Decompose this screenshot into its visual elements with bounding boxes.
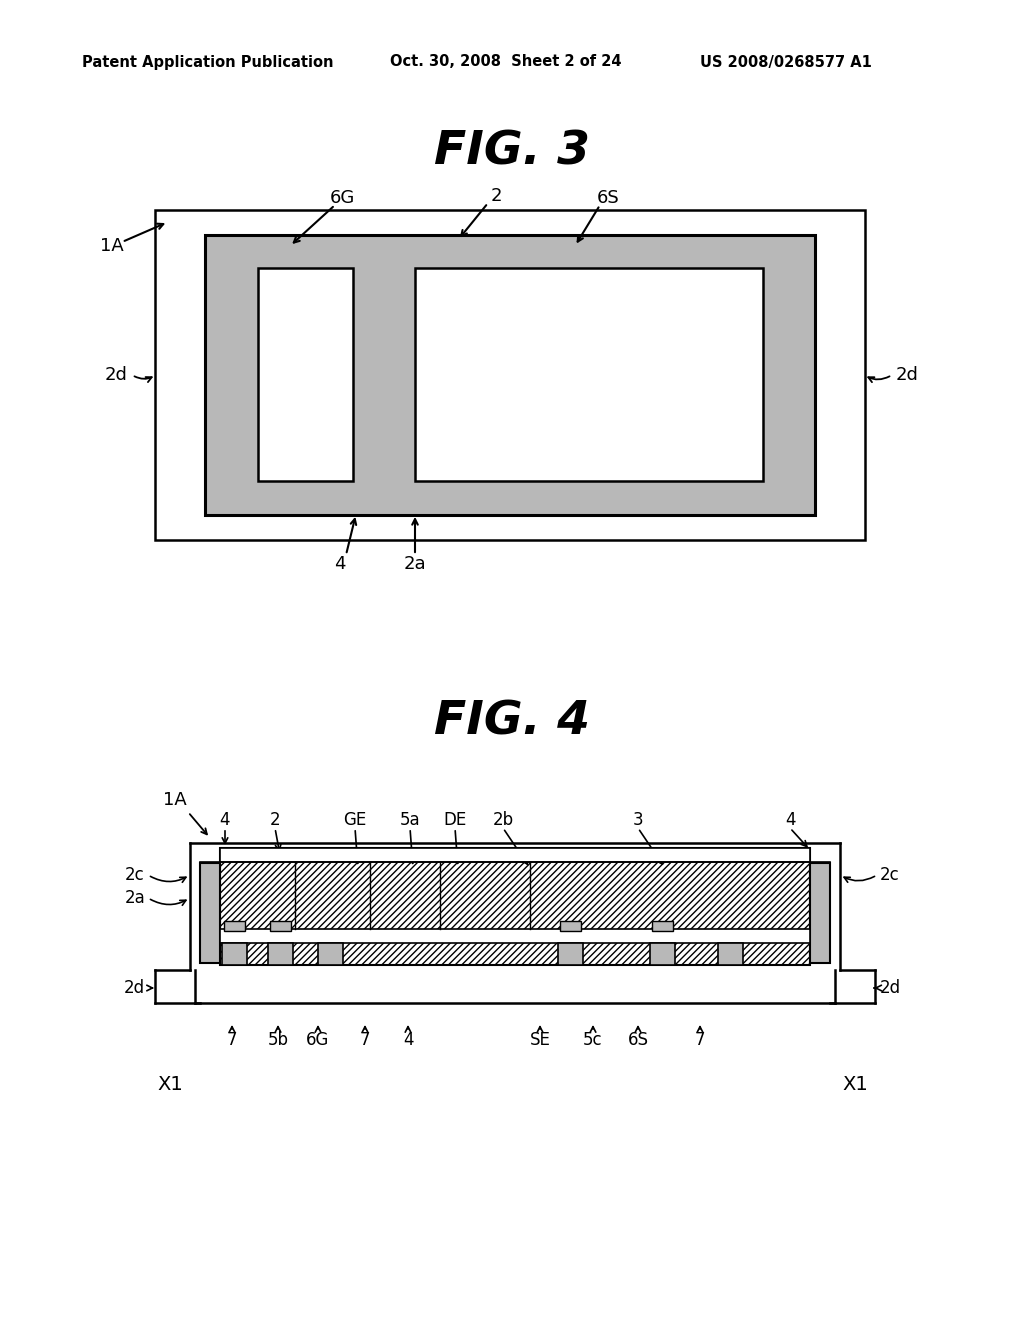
Text: 6G: 6G xyxy=(330,189,354,207)
Bar xyxy=(270,921,291,931)
Text: 6S: 6S xyxy=(628,1031,648,1049)
Text: 2b: 2b xyxy=(493,810,514,829)
Bar xyxy=(415,268,763,480)
Text: DE: DE xyxy=(443,810,467,829)
Bar xyxy=(268,942,293,965)
Text: 2a: 2a xyxy=(124,888,145,907)
Text: FIG. 4: FIG. 4 xyxy=(434,700,590,744)
Text: X1: X1 xyxy=(157,1076,183,1094)
Text: 2d: 2d xyxy=(105,366,128,384)
Bar xyxy=(222,942,247,965)
Text: 2: 2 xyxy=(269,810,281,829)
Text: 4: 4 xyxy=(784,810,796,829)
Bar xyxy=(220,929,810,942)
Text: 1A: 1A xyxy=(100,238,124,255)
Bar xyxy=(220,847,810,862)
Text: 4: 4 xyxy=(220,810,230,829)
Text: 2d: 2d xyxy=(896,366,919,384)
Bar xyxy=(220,847,810,965)
Text: 5b: 5b xyxy=(267,1031,289,1049)
Text: 2d: 2d xyxy=(880,979,901,997)
Bar xyxy=(155,210,865,540)
Text: 7: 7 xyxy=(226,1031,238,1049)
Bar xyxy=(258,268,353,480)
Bar xyxy=(205,235,815,515)
Text: 3: 3 xyxy=(633,810,643,829)
Text: US 2008/0268577 A1: US 2008/0268577 A1 xyxy=(700,54,871,70)
Text: 7: 7 xyxy=(694,1031,706,1049)
Text: 2a: 2a xyxy=(403,554,426,573)
Text: 2d: 2d xyxy=(124,979,145,997)
Text: 7: 7 xyxy=(359,1031,371,1049)
Text: 2: 2 xyxy=(490,187,502,205)
Bar xyxy=(810,863,830,964)
Text: 2c: 2c xyxy=(125,866,145,884)
Text: X1: X1 xyxy=(842,1076,868,1094)
Text: 4: 4 xyxy=(334,554,346,573)
Bar xyxy=(224,921,245,931)
Bar xyxy=(560,921,581,931)
Text: 5c: 5c xyxy=(584,1031,603,1049)
Text: Oct. 30, 2008  Sheet 2 of 24: Oct. 30, 2008 Sheet 2 of 24 xyxy=(390,54,622,70)
Text: 4: 4 xyxy=(402,1031,414,1049)
Bar xyxy=(220,847,810,965)
Text: Patent Application Publication: Patent Application Publication xyxy=(82,54,334,70)
Bar xyxy=(718,942,743,965)
Text: FIG. 3: FIG. 3 xyxy=(434,129,590,174)
Text: 6S: 6S xyxy=(597,189,620,207)
Bar xyxy=(200,863,220,964)
Bar xyxy=(652,921,673,931)
Bar xyxy=(558,942,583,965)
Bar xyxy=(318,942,343,965)
Text: 6G: 6G xyxy=(306,1031,330,1049)
Text: 5a: 5a xyxy=(399,810,420,829)
Text: 2c: 2c xyxy=(880,866,900,884)
Text: GE: GE xyxy=(343,810,367,829)
Text: 1A: 1A xyxy=(163,791,186,809)
Bar xyxy=(650,942,675,965)
Text: SE: SE xyxy=(529,1031,551,1049)
